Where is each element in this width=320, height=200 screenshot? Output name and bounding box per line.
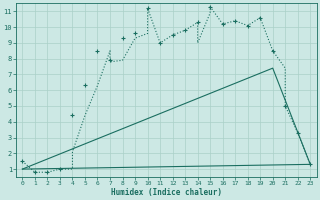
X-axis label: Humidex (Indice chaleur): Humidex (Indice chaleur)	[111, 188, 222, 197]
